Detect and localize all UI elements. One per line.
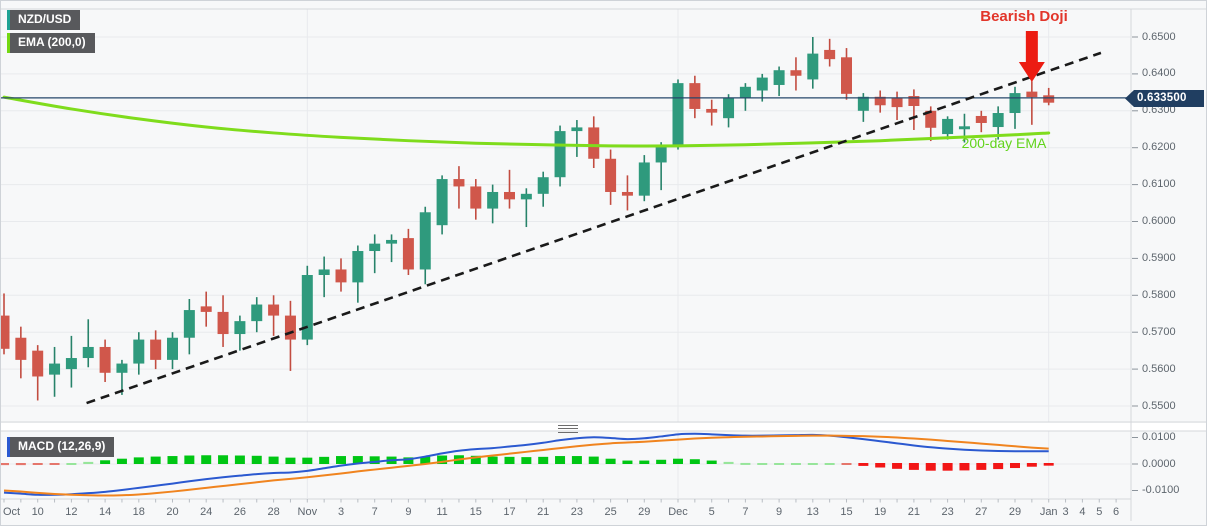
time-tick-label: 21: [907, 506, 921, 518]
time-tick-label: 7: [742, 506, 749, 518]
time-tick-label: 17: [503, 506, 516, 518]
time-tick-label: Jan: [1039, 506, 1058, 518]
macd-tick-label: 0.0000: [1142, 457, 1176, 470]
time-tick-label: 19: [874, 506, 887, 518]
macd-tick-label: -0.0100: [1142, 484, 1180, 496]
time-tick-label: 23: [941, 506, 954, 518]
time-tick-label: 28: [267, 506, 280, 518]
ema-indicator-badge[interactable]: EMA (200,0): [7, 33, 95, 53]
time-tick-label: 25: [604, 506, 617, 518]
time-tick-label: Oct: [3, 506, 21, 518]
bearish-doji-arrow-icon: [1025, 31, 1038, 62]
macd-panel: [1, 432, 1054, 497]
time-tick-label: 29: [638, 506, 651, 518]
price-tick-label: 0.5900: [1142, 251, 1176, 264]
symbol-badge[interactable]: NZD/USD: [7, 10, 81, 30]
time-tick-label: 10: [31, 506, 44, 518]
time-tick-label: 14: [98, 506, 112, 518]
time-tick-label: 18: [132, 506, 145, 518]
time-tick-label: 13: [806, 506, 819, 518]
price-tick-label: 0.6300: [1142, 104, 1176, 117]
price-tick-label: 0.6200: [1142, 141, 1176, 154]
price-tick-label: 0.6500: [1142, 30, 1176, 43]
current-price-label: 0.633500: [1125, 90, 1204, 107]
time-tick-label: 4: [1079, 506, 1086, 518]
time-tick-label: 5: [708, 506, 715, 518]
ascending-trendline: [86, 51, 1102, 405]
time-tick-label: 15: [840, 506, 853, 518]
time-tick-label: 9: [405, 506, 412, 518]
time-tick-label: Dec: [668, 506, 688, 518]
time-tick-label: 3: [337, 506, 345, 518]
price-tick-label: 0.6400: [1142, 67, 1176, 80]
price-tick-label: 0.5700: [1142, 325, 1176, 338]
time-tick-label: 7: [371, 506, 378, 518]
ema-annotation: 200-day EMA: [961, 135, 1047, 151]
macd-tick-label: 0.0100: [1142, 431, 1176, 443]
time-tick-label: 24: [200, 506, 213, 518]
ema-200-line: [2, 95, 1051, 148]
price-tick-label: 0.6000: [1142, 215, 1176, 227]
bearish-doji-annotation: Bearish Doji: [980, 8, 1068, 25]
time-tick-label: Nov: [297, 506, 318, 518]
time-tick-label: 3: [1062, 506, 1069, 518]
macd-indicator-badge[interactable]: MACD (12,26,9): [7, 437, 115, 457]
price-tick-label: 0.6100: [1142, 178, 1176, 191]
panel-resize-handle[interactable]: [558, 425, 578, 433]
time-tick-label: 27: [975, 506, 988, 518]
macd-signal-line: [3, 434, 1049, 497]
price-tick-label: 0.5800: [1142, 288, 1176, 301]
time-tick-label: 21: [537, 506, 550, 518]
macd-line: [3, 432, 1049, 496]
price-tick-label: 0.5500: [1142, 399, 1176, 412]
price-tick-label: 0.5600: [1142, 362, 1176, 375]
time-tick-label: 9: [776, 506, 783, 518]
time-tick-label: 20: [166, 506, 179, 518]
time-tick-label: 29: [1008, 506, 1022, 518]
time-tick-label: 23: [570, 506, 584, 518]
time-tick-label: 5: [1096, 506, 1103, 518]
time-tick-label: 15: [469, 506, 482, 518]
time-tick-label: 12: [65, 506, 78, 518]
time-tick-label: 26: [233, 506, 247, 518]
time-tick-label: 11: [436, 506, 448, 518]
time-tick-label: 6: [1113, 506, 1120, 518]
candlestick-series: [1, 37, 1055, 401]
